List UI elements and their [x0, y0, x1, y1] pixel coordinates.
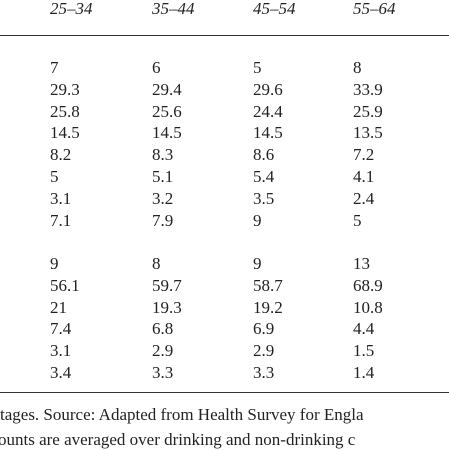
- table-cell: 8.6: [253, 145, 275, 165]
- table-cell: 56.1: [50, 275, 80, 295]
- table-cell: 58.7: [253, 275, 283, 295]
- table-bottom-rule: [0, 392, 449, 393]
- table-cell: 9: [253, 254, 262, 273]
- table-cell: 2.9: [253, 341, 275, 361]
- footnote-line: ounts are averaged over drinking and non…: [0, 430, 356, 449]
- table-cell: 5.4: [253, 167, 275, 186]
- table-cell: 5: [253, 58, 262, 77]
- table-cell: 25.6: [152, 101, 182, 121]
- table-cell: 68.9: [353, 275, 383, 295]
- table-cell: 8: [152, 254, 161, 273]
- column-header: 45–54: [253, 0, 296, 18]
- table-cell: 13.5: [353, 123, 383, 143]
- header-rule: [0, 35, 449, 36]
- table-cell: 29.6: [253, 79, 283, 99]
- table-cell: 25.8: [50, 101, 80, 121]
- table-cell: 1.4: [353, 363, 375, 382]
- table-cell: 7.4: [50, 319, 72, 339]
- table-cell: 6: [152, 58, 161, 77]
- table-cell: 6.9: [253, 319, 275, 339]
- table-cell: 7: [50, 58, 59, 77]
- table-cell: 59.7: [152, 275, 182, 295]
- table-cell: 33.9: [353, 79, 383, 99]
- table-cell: 6.8: [152, 319, 174, 339]
- table-cell: 29.3: [50, 79, 80, 99]
- table-cell: 7.9: [152, 210, 174, 230]
- column-header: 35–44: [152, 0, 195, 18]
- table-cell: 7.2: [353, 145, 375, 165]
- table-cell: 9: [253, 210, 262, 230]
- table-cell: 14.5: [152, 123, 182, 143]
- table-cell: 9: [50, 254, 59, 273]
- table-cell: 3.4: [50, 363, 72, 382]
- column-header: 25–34: [50, 0, 93, 18]
- table-cell: 21: [50, 297, 67, 317]
- table-cell: 3.3: [152, 363, 174, 382]
- table-cell: 4.4: [353, 319, 375, 339]
- table-cell: 2.4: [353, 188, 375, 208]
- table-cell: 5: [353, 210, 362, 230]
- table-cell: 14.5: [50, 123, 80, 143]
- table-cell: 29.4: [152, 79, 182, 99]
- table-cell: 10.8: [353, 297, 383, 317]
- table-cell: 24.4: [253, 101, 283, 121]
- table-cell: 14.5: [253, 123, 283, 143]
- table-cell: 5.1: [152, 167, 174, 186]
- table-cell: 3.1: [50, 341, 72, 361]
- table-cell: 19.2: [253, 297, 283, 317]
- table-cell: 7.1: [50, 210, 72, 230]
- table-cell: 8.2: [50, 145, 72, 165]
- footnote-line: tages. Source: Adapted from Health Surve…: [0, 405, 364, 424]
- table-cell: 2.9: [152, 341, 174, 361]
- column-header: 55–64: [353, 0, 396, 18]
- table-cell: 8: [353, 58, 362, 77]
- table-cell: 19.3: [152, 297, 182, 317]
- table-cell: 3.1: [50, 188, 72, 208]
- table-cell: 13: [353, 254, 370, 273]
- table-cell: 5: [50, 167, 59, 186]
- table-cell: 4.1: [353, 167, 375, 186]
- table-cell: 3.5: [253, 188, 275, 208]
- table-cell: 3.2: [152, 188, 174, 208]
- table-cell: 1.5: [353, 341, 375, 361]
- table-cell: 3.3: [253, 363, 275, 382]
- table-cell: 8.3: [152, 145, 174, 165]
- table-cell: 25.9: [353, 101, 383, 121]
